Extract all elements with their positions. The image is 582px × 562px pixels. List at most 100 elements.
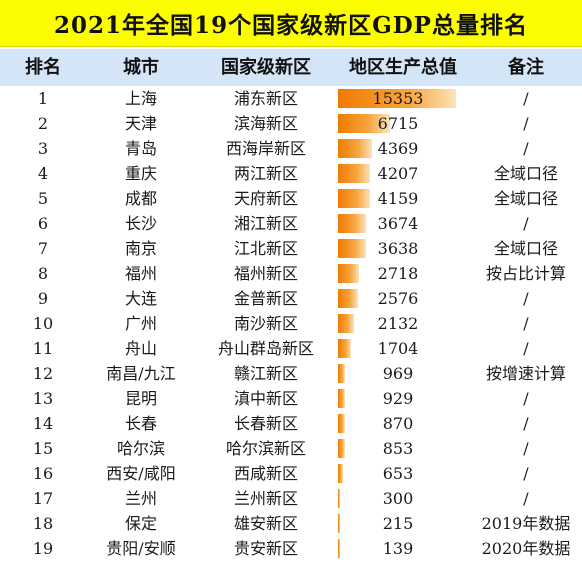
city-cell: 南昌/九江 <box>106 364 176 383</box>
note-cell: / <box>523 139 529 158</box>
city-cell: 兰州 <box>124 489 157 508</box>
gdp-value-label: 870 <box>382 414 414 433</box>
gdp-bar <box>338 314 355 333</box>
rank-cell: 16 <box>32 464 54 483</box>
gdp-value-label: 3674 <box>377 214 419 233</box>
gdp-bar <box>338 389 346 408</box>
district-cell: 金普新区 <box>233 289 298 308</box>
district-cell: 滇中新区 <box>233 389 298 408</box>
note-cell: / <box>523 439 529 458</box>
header-gdp: 地区生产总值 <box>349 57 457 78</box>
rank-cell: 15 <box>32 439 54 458</box>
table-row: 8 福州 福州新区 2718 按占比计算 <box>0 261 582 286</box>
note-cell: / <box>523 289 529 308</box>
note-cell: / <box>523 389 529 408</box>
district-cell: 长春新区 <box>233 414 298 433</box>
note-cell: / <box>523 339 529 358</box>
gdp-value-label: 6715 <box>377 114 419 133</box>
table-row: 16 西安/咸阳 西咸新区 653 / <box>0 461 582 486</box>
note-cell: 2020年数据 <box>481 539 571 558</box>
rank-cell: 17 <box>32 489 54 508</box>
district-cell: 哈尔滨新区 <box>225 439 306 458</box>
district-cell: 湘江新区 <box>233 214 298 233</box>
city-cell: 成都 <box>124 189 157 208</box>
gdp-value-label: 3638 <box>377 239 419 258</box>
header-district: 国家级新区 <box>221 57 311 78</box>
district-cell: 天府新区 <box>233 189 298 208</box>
gdp-value-label: 215 <box>382 514 414 533</box>
gdp-bar <box>338 164 371 183</box>
gdp-value-label: 2576 <box>377 289 419 308</box>
gdp-bar <box>338 439 345 458</box>
table-row: 9 大连 金普新区 2576 / <box>0 286 582 311</box>
city-cell: 大连 <box>124 289 157 308</box>
city-cell: 青岛 <box>124 139 157 158</box>
rank-cell: 6 <box>37 214 49 233</box>
city-cell: 哈尔滨 <box>116 439 165 458</box>
city-cell: 重庆 <box>124 164 157 183</box>
table-row: 17 兰州 兰州新区 300 / <box>0 486 582 511</box>
gdp-bar <box>338 489 341 508</box>
gdp-value-label: 300 <box>382 489 414 508</box>
gdp-value-label: 4159 <box>377 189 419 208</box>
district-cell: 两江新区 <box>233 164 298 183</box>
table-row: 11 舟山 舟山群岛新区 1704 / <box>0 336 582 361</box>
note-cell: / <box>523 414 529 433</box>
gdp-value-label: 2132 <box>377 314 419 333</box>
district-cell: 舟山群岛新区 <box>217 339 314 358</box>
gdp-bar <box>338 264 359 283</box>
table-row: 15 哈尔滨 哈尔滨新区 853 / <box>0 436 582 461</box>
table-row: 5 成都 天府新区 4159 全域口径 <box>0 186 582 211</box>
rank-cell: 3 <box>37 139 49 158</box>
table-row: 6 长沙 湘江新区 3674 / <box>0 211 582 236</box>
district-cell: 兰州新区 <box>233 489 298 508</box>
rank-cell: 5 <box>37 189 49 208</box>
gdp-bar <box>338 414 345 433</box>
header-row: 排名 城市 国家级新区 地区生产总值 备注 <box>0 49 582 86</box>
rank-cell: 1 <box>37 89 49 108</box>
city-cell: 广州 <box>124 314 157 333</box>
district-cell: 福州新区 <box>233 264 298 283</box>
gdp-value-label: 653 <box>382 464 414 483</box>
table-row: 3 青岛 西海岸新区 4369 / <box>0 136 582 161</box>
rank-cell: 4 <box>37 164 49 183</box>
table-row: 19 贵阳/安顺 贵安新区 139 2020年数据 <box>0 536 582 561</box>
gdp-bar <box>338 289 358 308</box>
rank-cell: 12 <box>32 364 54 383</box>
note-cell: 按增速计算 <box>485 364 566 383</box>
header-note: 备注 <box>508 57 544 78</box>
rank-cell: 8 <box>37 264 49 283</box>
rank-cell: 13 <box>32 389 54 408</box>
table-row: 1 上海 浦东新区 15353 / <box>0 86 582 111</box>
table-row: 4 重庆 两江新区 4207 全域口径 <box>0 161 582 186</box>
table-row: 2 天津 滨海新区 6715 / <box>0 111 582 136</box>
gdp-bar <box>338 189 370 208</box>
district-cell: 西咸新区 <box>233 464 298 483</box>
gdp-value-label: 15353 <box>372 89 424 108</box>
city-cell: 昆明 <box>124 389 157 408</box>
table-row: 18 保定 雄安新区 215 2019年数据 <box>0 511 582 536</box>
district-cell: 赣江新区 <box>233 364 298 383</box>
note-cell: 全域口径 <box>493 164 558 183</box>
gdp-bar <box>338 114 390 133</box>
rank-cell: 9 <box>37 289 49 308</box>
city-cell: 长沙 <box>124 214 157 233</box>
gdp-bar <box>338 464 344 483</box>
gdp-value-label: 929 <box>382 389 414 408</box>
district-cell: 贵安新区 <box>233 539 298 558</box>
city-cell: 长春 <box>124 414 157 433</box>
table-row: 10 广州 南沙新区 2132 / <box>0 311 582 336</box>
city-cell: 上海 <box>124 89 157 108</box>
city-cell: 天津 <box>124 114 157 133</box>
city-cell: 保定 <box>124 514 157 533</box>
rank-cell: 2 <box>37 114 49 133</box>
header-rank: 排名 <box>25 57 61 78</box>
gdp-value-label: 969 <box>382 364 414 383</box>
city-cell: 贵阳/安顺 <box>106 539 176 558</box>
note-cell: / <box>523 114 529 133</box>
rank-cell: 11 <box>32 339 54 358</box>
rank-cell: 19 <box>32 539 54 558</box>
note-cell: / <box>523 314 529 333</box>
district-cell: 雄安新区 <box>233 514 298 533</box>
